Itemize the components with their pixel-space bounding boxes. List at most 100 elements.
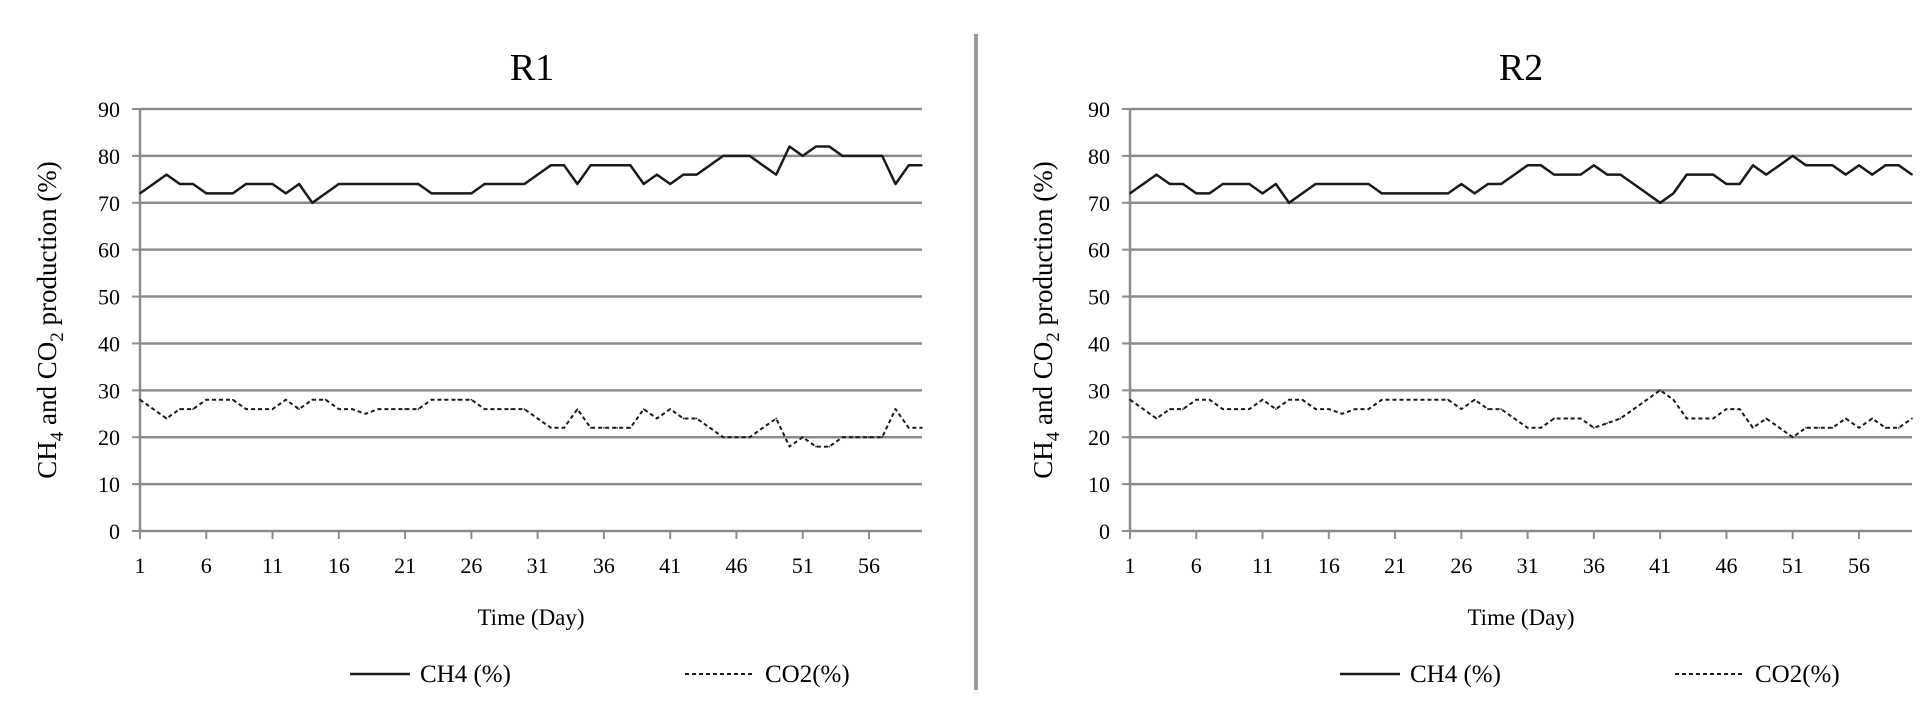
series-line-co2 [139, 398, 922, 448]
ch4-data-point [1818, 164, 1821, 167]
ch4-data-point [1911, 173, 1913, 176]
co2-data-point [1460, 408, 1463, 410]
co2-data-point [709, 427, 711, 429]
ch4-data-point [324, 192, 327, 195]
ch4-data-point [801, 155, 804, 157]
co2-data-point [629, 427, 632, 429]
chart-title: R1 [510, 47, 554, 89]
x-axis-label: Time (Day) [477, 605, 584, 630]
ch4-data-point [788, 145, 791, 148]
co2-data-point [192, 408, 194, 410]
ch4-data-point [218, 192, 221, 195]
ch4-data-point [1884, 164, 1887, 167]
co2-data-point [1208, 398, 1211, 401]
series-line-ch4 [139, 145, 922, 205]
co2-data-point [1858, 427, 1860, 429]
co2-data-point [550, 427, 552, 429]
legend-label-ch4: CH4 (%) [420, 661, 511, 688]
co2-data-point [497, 408, 499, 410]
co2-data-point [1699, 417, 1701, 420]
co2-data-point [1274, 408, 1277, 410]
co2-data-point [868, 436, 870, 439]
co2-data-point [1818, 427, 1821, 429]
ch4-data-point [298, 183, 300, 185]
ch4-data-point [616, 164, 618, 167]
co2-data-point [1579, 417, 1582, 420]
co2-data-point [324, 398, 327, 401]
co2-data-point [589, 427, 592, 429]
y-tick-label: 60 [98, 238, 120, 263]
co2-data-point [1288, 398, 1290, 401]
ch4-data-point [1500, 183, 1502, 185]
co2-data-point [523, 408, 526, 410]
x-tick-label: 1 [135, 553, 146, 578]
ch4-data-point [1381, 192, 1383, 195]
x-tick-label: 56 [858, 553, 880, 578]
x-tick-label: 46 [725, 553, 747, 578]
ch4-data-point [1606, 173, 1608, 176]
co2-data-point [1381, 398, 1383, 401]
co2-data-point [1513, 417, 1516, 420]
co2-data-point [444, 398, 446, 401]
ch4-data-point [205, 192, 208, 195]
co2-data-point [271, 408, 274, 410]
co2-data-point [1685, 417, 1688, 420]
ch4-data-point [748, 155, 751, 157]
co2-data-point [231, 398, 234, 401]
co2-data-point [338, 408, 340, 410]
ch4-data-point [656, 173, 658, 176]
ch4-data-point [1526, 164, 1529, 167]
co2-data-point [1142, 408, 1145, 410]
co2-data-point [1844, 417, 1847, 420]
co2-data-point [1420, 398, 1423, 401]
y-tick-label: 40 [1088, 331, 1110, 356]
x-tick-label: 11 [1252, 553, 1273, 578]
ch4-data-point [152, 183, 155, 185]
ch4-data-point [311, 201, 314, 204]
co2-data-point [603, 427, 605, 429]
y-tick-label: 70 [98, 191, 120, 216]
co2-data-point [1566, 417, 1569, 420]
ch4-data-point [1646, 192, 1648, 195]
y-axis-label-subscript: 2 [1043, 332, 1064, 342]
y-tick-label: 10 [98, 472, 120, 497]
ch4-data-point [165, 173, 168, 176]
y-axis-label-subscript: 2 [47, 332, 68, 342]
co2-data-point [377, 408, 380, 410]
co2-data-point [841, 436, 844, 439]
co2-data-point [1314, 408, 1317, 410]
ch4-data-point [1434, 192, 1436, 195]
co2-data-point [1593, 427, 1595, 429]
y-tick-label: 40 [98, 331, 120, 356]
ch4-data-point [1367, 183, 1370, 185]
chart-title: R2 [1499, 47, 1543, 89]
ch4-data-point [1328, 183, 1330, 185]
ch4-data-point [139, 192, 141, 195]
y-axis-label-part: CH [1028, 441, 1058, 479]
co2-data-point [563, 427, 565, 429]
co2-data-point [430, 398, 433, 401]
y-axis-label-part: and CO [1028, 342, 1058, 432]
ch4-data-point [245, 183, 247, 185]
co2-data-point [1328, 408, 1330, 410]
ch4-data-point [815, 145, 817, 148]
ch4-data-point [510, 183, 512, 185]
ch4-data-point [722, 155, 724, 157]
ch4-data-point [1182, 183, 1184, 185]
legend-label-co2: CO2(%) [1755, 661, 1840, 688]
co2-data-point [218, 398, 221, 401]
co2-data-point [417, 408, 420, 410]
co2-data-point [457, 398, 459, 401]
ch4-data-point [1579, 173, 1582, 176]
co2-data-point [364, 412, 367, 415]
ch4-data-point [1129, 192, 1131, 195]
ch4-data-point [271, 183, 274, 185]
ch4-data-point [1566, 173, 1569, 176]
co2-data-point [1248, 408, 1251, 410]
co2-data-point [1168, 408, 1171, 410]
ch4-data-point [1659, 201, 1661, 204]
ch4-data-point [351, 183, 353, 185]
co2-data-point [1447, 398, 1449, 401]
co2-data-point [1659, 389, 1661, 392]
x-tick-label: 36 [593, 553, 615, 578]
